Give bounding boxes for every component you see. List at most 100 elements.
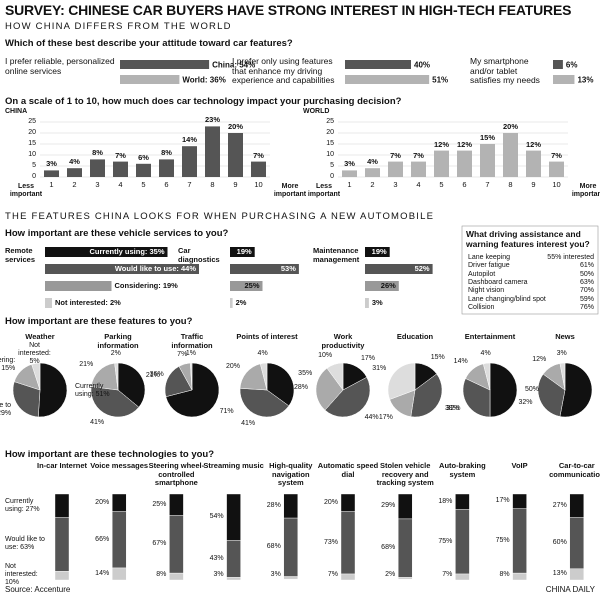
value-label: 23% <box>204 115 220 125</box>
bar-segment <box>54 493 70 518</box>
value-label: 7% <box>253 150 264 160</box>
axis-end-label: Less important <box>9 183 43 198</box>
value-label: Not interested: 2% <box>55 297 121 307</box>
value-label: 2% <box>110 350 121 358</box>
value-label: 12% <box>532 355 547 363</box>
value-label: 20% <box>323 498 338 506</box>
value-label: World: 36% <box>182 75 226 84</box>
bar-segment <box>569 517 584 570</box>
bar-segment <box>169 493 184 516</box>
bar-segment <box>283 493 298 519</box>
value-label: 2% <box>235 297 247 307</box>
bar-segment <box>54 571 70 581</box>
list-value: 50% <box>579 270 594 278</box>
value-label: Not interested: 5% <box>18 342 51 366</box>
bar-segment <box>455 509 470 575</box>
axis-end-label: Less important <box>307 183 341 198</box>
pie-slice <box>90 386 140 418</box>
value-label: 38% <box>444 404 459 412</box>
value-label: 7% <box>442 571 453 578</box>
value-label: 19% <box>371 246 387 256</box>
y-tick-label: 5 <box>32 162 36 169</box>
y-tick-label: 10 <box>28 151 36 158</box>
value-label: 1% <box>185 350 196 358</box>
bar-segment <box>398 493 413 520</box>
bar <box>45 264 199 274</box>
pie-title: Work productivity <box>321 332 365 350</box>
value-label: 41% <box>241 419 256 427</box>
x-tick-label: 9 <box>233 180 238 189</box>
section-title: THE FEATURES CHINA LOOKS FOR WHEN PURCHA… <box>5 211 435 222</box>
pie-title: Entertainment <box>464 332 516 341</box>
bar-segment <box>111 567 127 581</box>
value-label: 36% <box>149 370 164 378</box>
pie-slice <box>259 362 268 391</box>
bar <box>365 298 369 308</box>
bar <box>365 281 399 291</box>
x-tick-label: 10 <box>552 180 561 189</box>
bar <box>365 168 380 177</box>
bar <box>159 159 174 177</box>
x-tick-label: 1 <box>49 180 54 189</box>
value-label: 75% <box>495 536 510 544</box>
pie-title: Education <box>396 332 434 341</box>
value-label: 12% <box>433 139 449 149</box>
value-label: 7% <box>327 571 338 578</box>
pie-slice <box>410 373 443 418</box>
y-tick-label: 20 <box>326 129 334 136</box>
bar <box>365 247 390 257</box>
bar <box>549 161 564 177</box>
credit: CHINA DAILY <box>545 585 595 594</box>
x-tick-label: 8 <box>508 180 513 189</box>
value-label: 7% <box>115 150 126 160</box>
value-label: 13% <box>552 570 567 578</box>
bar <box>230 247 255 257</box>
x-tick-label: 5 <box>141 180 146 189</box>
column-title: Voice messages <box>90 461 149 470</box>
value-label: 14% <box>95 569 110 577</box>
value-label: 41% <box>90 419 105 427</box>
column-title: Streaming music <box>203 461 264 470</box>
bar <box>120 75 180 84</box>
value-label: 3% <box>46 159 57 169</box>
x-tick-label: 5 <box>439 180 444 189</box>
value-label: 50% <box>525 386 540 393</box>
x-tick-label: 6 <box>462 180 467 189</box>
question: How important are these vehicle services… <box>5 228 229 239</box>
value-label: Would like to use: 44% <box>114 263 196 273</box>
x-tick-label: 10 <box>254 180 263 189</box>
question: Which of these best describe your attitu… <box>5 38 293 49</box>
group-label: Car diagnostics <box>178 246 220 264</box>
y-tick-label: 10 <box>326 151 334 158</box>
value-label: 2% <box>385 571 396 578</box>
bar <box>480 144 495 177</box>
bar <box>182 146 197 177</box>
value-label: 21% <box>79 360 94 368</box>
value-label: 20% <box>227 122 243 131</box>
pie-title: News <box>555 332 575 341</box>
bar-segment <box>283 576 298 580</box>
value-label: 68% <box>266 543 281 551</box>
x-tick-label: 6 <box>164 180 169 189</box>
bar <box>345 75 430 84</box>
pie-slice <box>165 362 220 418</box>
y-tick-label: 15 <box>28 140 36 147</box>
x-tick-label: 4 <box>118 180 123 189</box>
list-item: Dashboard camera <box>468 278 528 286</box>
x-tick-label: 9 <box>531 180 536 189</box>
column-title: Automatic speed dial <box>317 461 379 479</box>
y-tick-label: 25 <box>326 118 334 125</box>
pie-slice <box>559 362 593 418</box>
value-label: 8% <box>161 148 172 158</box>
pie-slice <box>266 362 295 407</box>
value-label: 32% <box>518 399 533 407</box>
list-item: Night vision <box>468 287 505 295</box>
list-item: Lane keeping <box>468 254 511 261</box>
value-label: 68% <box>381 544 396 552</box>
value-label: 18% <box>438 497 453 505</box>
bar-segment <box>54 517 70 572</box>
value-label: 17% <box>360 355 375 363</box>
pie-slice <box>239 388 290 418</box>
y-tick-label: 0 <box>330 173 334 180</box>
